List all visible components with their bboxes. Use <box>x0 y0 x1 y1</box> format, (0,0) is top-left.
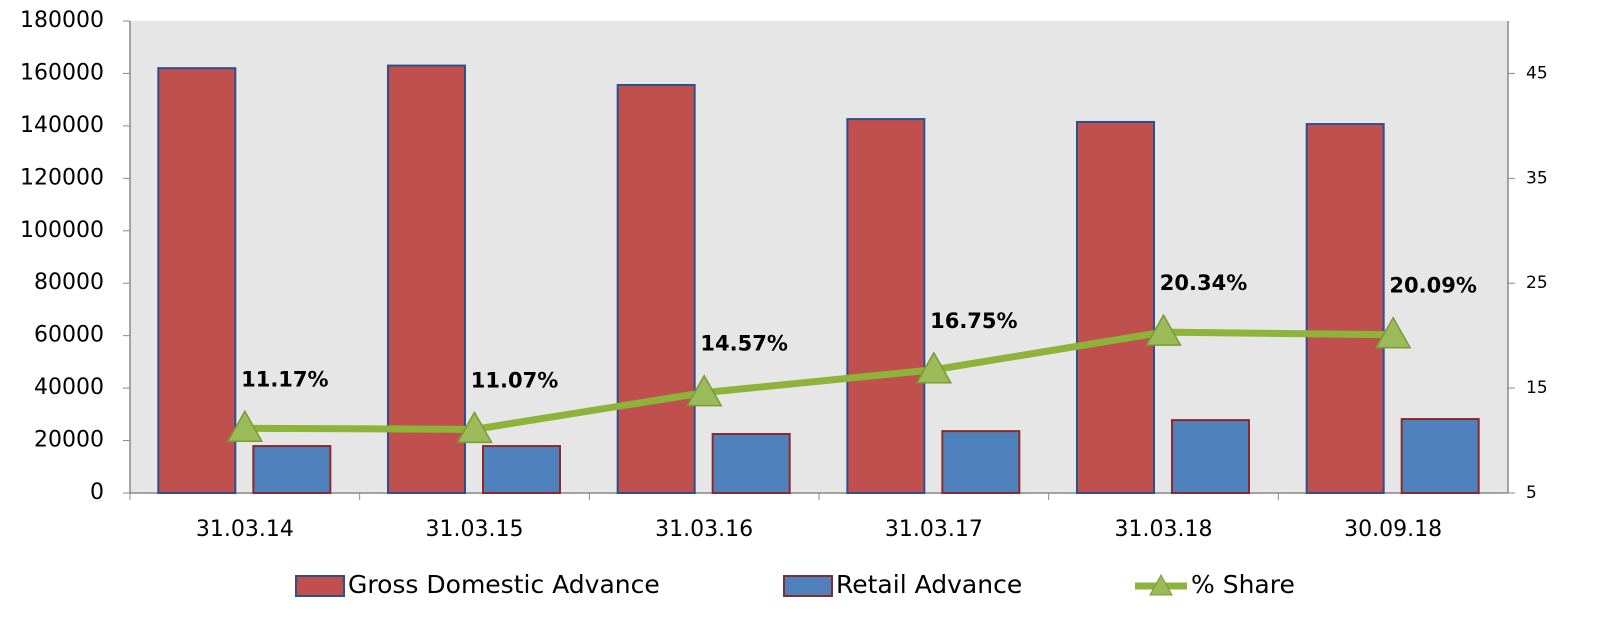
legend-label: % Share <box>1191 570 1295 599</box>
y2-tick-label: 45 <box>1526 63 1548 83</box>
y-tick-label: 100000 <box>20 218 104 243</box>
plot-area <box>130 21 1508 493</box>
data-label: 20.09% <box>1389 274 1476 298</box>
marker <box>226 409 264 443</box>
y-tick-label: 20000 <box>34 428 104 453</box>
x-tick-label: 31.03.16 <box>655 517 753 542</box>
bar <box>616 83 696 495</box>
y2-tick-label: 35 <box>1526 168 1548 188</box>
data-label: 20.34% <box>1160 271 1247 295</box>
marker <box>1374 316 1412 349</box>
bar <box>387 64 466 494</box>
x-tick-label: 31.03.14 <box>196 517 294 542</box>
marker <box>685 374 723 407</box>
bar <box>846 118 926 495</box>
marker <box>456 410 493 444</box>
y-tick-label: 40000 <box>34 375 104 400</box>
x-tick-label: 31.03.18 <box>1115 517 1213 542</box>
data-label: 11.07% <box>471 368 558 392</box>
bar <box>1400 418 1480 495</box>
bar <box>1076 120 1155 494</box>
bar <box>1171 419 1250 495</box>
x-tick-label: 31.03.15 <box>426 517 524 542</box>
y-tick-label: 80000 <box>34 270 104 295</box>
bar <box>1305 123 1385 494</box>
data-label: 11.17% <box>241 367 328 391</box>
x-tick-label: 30.09.18 <box>1344 517 1442 542</box>
marker <box>1145 313 1182 346</box>
legend-swatch <box>783 575 833 597</box>
y2-tick-label: 5 <box>1526 483 1537 503</box>
bar <box>252 445 332 495</box>
marker <box>915 351 953 384</box>
legend-label: Gross Domestic Advance <box>348 570 660 599</box>
y-tick-label: 140000 <box>20 113 104 138</box>
data-label: 16.75% <box>930 309 1017 333</box>
y2-tick-label: 15 <box>1526 378 1548 398</box>
y-tick-label: 60000 <box>34 323 104 348</box>
bar <box>711 433 791 494</box>
y-tick-label: 180000 <box>20 8 104 33</box>
legend-label: Retail Advance <box>836 570 1022 599</box>
line <box>244 328 1394 433</box>
y-tick-label: 0 <box>90 480 104 505</box>
y-tick-label: 120000 <box>20 165 104 190</box>
bar <box>482 445 561 495</box>
bar <box>157 67 237 494</box>
legend-swatch <box>295 575 345 597</box>
y2-tick-label: 25 <box>1526 273 1548 293</box>
x-tick-label: 31.03.17 <box>885 517 983 542</box>
data-label: 14.57% <box>700 332 787 356</box>
y-tick-label: 160000 <box>20 60 104 85</box>
bar <box>941 430 1021 495</box>
legend-marker <box>1149 573 1173 596</box>
